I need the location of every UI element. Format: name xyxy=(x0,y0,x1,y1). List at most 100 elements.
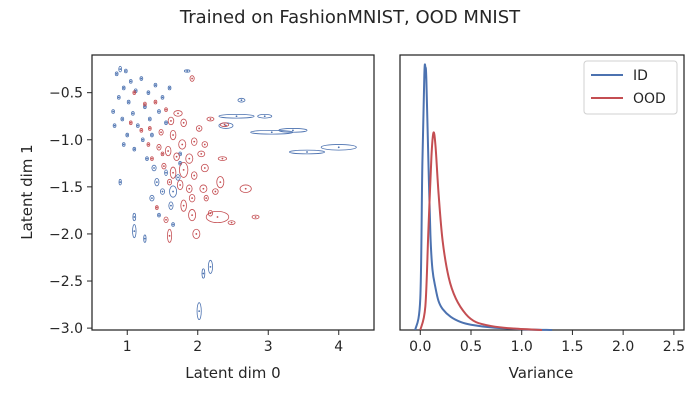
id-point-27 xyxy=(151,134,153,136)
ood-ellipse-8 xyxy=(195,125,203,132)
id-point-55 xyxy=(198,310,201,313)
id-ellipse-2 xyxy=(124,68,128,74)
ood-ellipse-34 xyxy=(199,184,208,193)
ood-point-48 xyxy=(168,234,171,237)
ood-point-9 xyxy=(209,118,212,120)
latent-plot-frame xyxy=(91,54,375,331)
id-point-43 xyxy=(119,181,122,184)
id-point-9 xyxy=(147,91,150,94)
id-ellipse-34 xyxy=(168,201,174,210)
id-ellipse-21 xyxy=(147,116,152,122)
ood-ellipse-46 xyxy=(227,220,236,225)
id-point-22 xyxy=(158,110,160,113)
ood-ellipse-9 xyxy=(206,116,215,122)
id-ellipse-14 xyxy=(111,109,115,114)
id-ellipse-8 xyxy=(139,76,144,81)
ood-point-24 xyxy=(221,157,224,160)
id-point-51 xyxy=(337,146,340,149)
id-ellipse-35 xyxy=(175,174,181,181)
id-point-15 xyxy=(113,124,116,127)
ood-point-6 xyxy=(170,120,172,122)
id-point-37 xyxy=(158,214,160,217)
id-ellipse-46 xyxy=(237,97,246,103)
ood-point-34 xyxy=(202,187,205,190)
latent-ellipses xyxy=(111,65,357,321)
id-point-30 xyxy=(155,181,158,184)
id-point-45 xyxy=(235,115,238,118)
ood-ellipse-6 xyxy=(167,116,175,126)
variance-x-ticks: 0.0 0.5 1.0 1.5 2.0 2.5 xyxy=(409,330,685,355)
id-point-4 xyxy=(122,87,125,89)
ood-ellipse-25 xyxy=(150,156,154,161)
id-ellipse-17 xyxy=(125,132,130,138)
ood-ellipse-24 xyxy=(217,156,228,161)
variance-density-plot: 0.0 0.5 1.0 1.5 2.0 2.5 Variance ID OOD xyxy=(399,54,685,382)
ood-ellipse-48 xyxy=(167,228,173,243)
ood-ellipse-39 xyxy=(203,194,209,202)
variance-curves xyxy=(414,63,553,331)
ood-point-20 xyxy=(167,150,170,152)
id-point-41 xyxy=(143,237,146,240)
variance-x-tick-label-0: 0.0 xyxy=(409,339,431,355)
latent-y-tick-label-4: −2.5 xyxy=(49,274,83,290)
id-point-53 xyxy=(202,272,205,275)
id-ellipse-6 xyxy=(126,99,131,105)
ood-ellipse-18 xyxy=(146,142,151,147)
ood-point-44 xyxy=(165,218,167,221)
ood-point-33 xyxy=(188,187,191,190)
id-ellipse-18 xyxy=(131,111,135,116)
id-ellipse-27 xyxy=(150,132,154,138)
ood-ellipse-14 xyxy=(169,129,177,141)
ood-point-41 xyxy=(155,206,158,209)
ood-ellipse-47 xyxy=(251,214,260,220)
id-ellipse-29 xyxy=(151,164,157,172)
id-ellipse-47 xyxy=(257,113,273,119)
id-point-50 xyxy=(306,151,308,153)
latent-y-tick-label-5: −3.0 xyxy=(49,321,83,337)
id-ellipse-12 xyxy=(167,85,172,91)
latent-x-tick-label-0: 1 xyxy=(123,339,132,355)
ood-ellipse-12 xyxy=(147,126,152,131)
ood-ellipse-43 xyxy=(188,209,197,222)
id-point-25 xyxy=(133,148,136,151)
ood-point-50 xyxy=(161,152,164,155)
id-point-16 xyxy=(121,118,124,120)
id-ellipse-15 xyxy=(112,123,117,128)
ood-point-36 xyxy=(244,187,247,190)
ood-ellipse-17 xyxy=(201,141,209,148)
id-ellipse-50 xyxy=(288,149,326,155)
legend-label-ood: OOD xyxy=(633,91,666,107)
ood-ellipse-3 xyxy=(153,99,158,105)
variance-x-axis-label: Variance xyxy=(509,364,574,382)
ood-ellipse-27 xyxy=(169,166,177,179)
id-ellipse-53 xyxy=(201,268,206,279)
id-point-3 xyxy=(129,80,132,83)
id-point-24 xyxy=(122,143,125,146)
ood-ellipse-0 xyxy=(189,75,195,82)
ood-point-51 xyxy=(129,121,132,124)
ood-ellipse-16 xyxy=(190,137,198,146)
latent-x-ticks: 1 2 3 4 xyxy=(123,330,343,355)
figure-title: Trained on FashionMNIST, OOD MNIST xyxy=(179,7,521,28)
id-point-36 xyxy=(165,171,167,174)
id-ellipse-26 xyxy=(140,137,145,143)
ood-ellipse-49 xyxy=(192,228,201,240)
id-point-29 xyxy=(153,167,155,169)
ood-point-3 xyxy=(154,101,157,103)
ood-point-47 xyxy=(254,216,257,218)
latent-y-ticks: −0.5 −1.0 −1.5 −2.0 −2.5 −3.0 xyxy=(49,86,92,337)
id-point-46 xyxy=(240,99,243,102)
ood-point-18 xyxy=(147,143,150,146)
id-point-47 xyxy=(263,115,266,118)
id-ellipse-16 xyxy=(120,116,125,122)
id-ellipse-49 xyxy=(278,128,308,133)
ood-ellipse-50 xyxy=(160,151,165,157)
id-ellipse-39 xyxy=(132,212,137,222)
ood-point-5 xyxy=(177,112,179,115)
id-ellipse-40 xyxy=(132,224,137,239)
ood-point-45 xyxy=(216,216,219,218)
ood-ellipse-11 xyxy=(139,128,144,133)
id-point-13 xyxy=(186,70,189,72)
ood-ellipse-28 xyxy=(179,161,189,178)
ood-point-35 xyxy=(219,181,222,184)
